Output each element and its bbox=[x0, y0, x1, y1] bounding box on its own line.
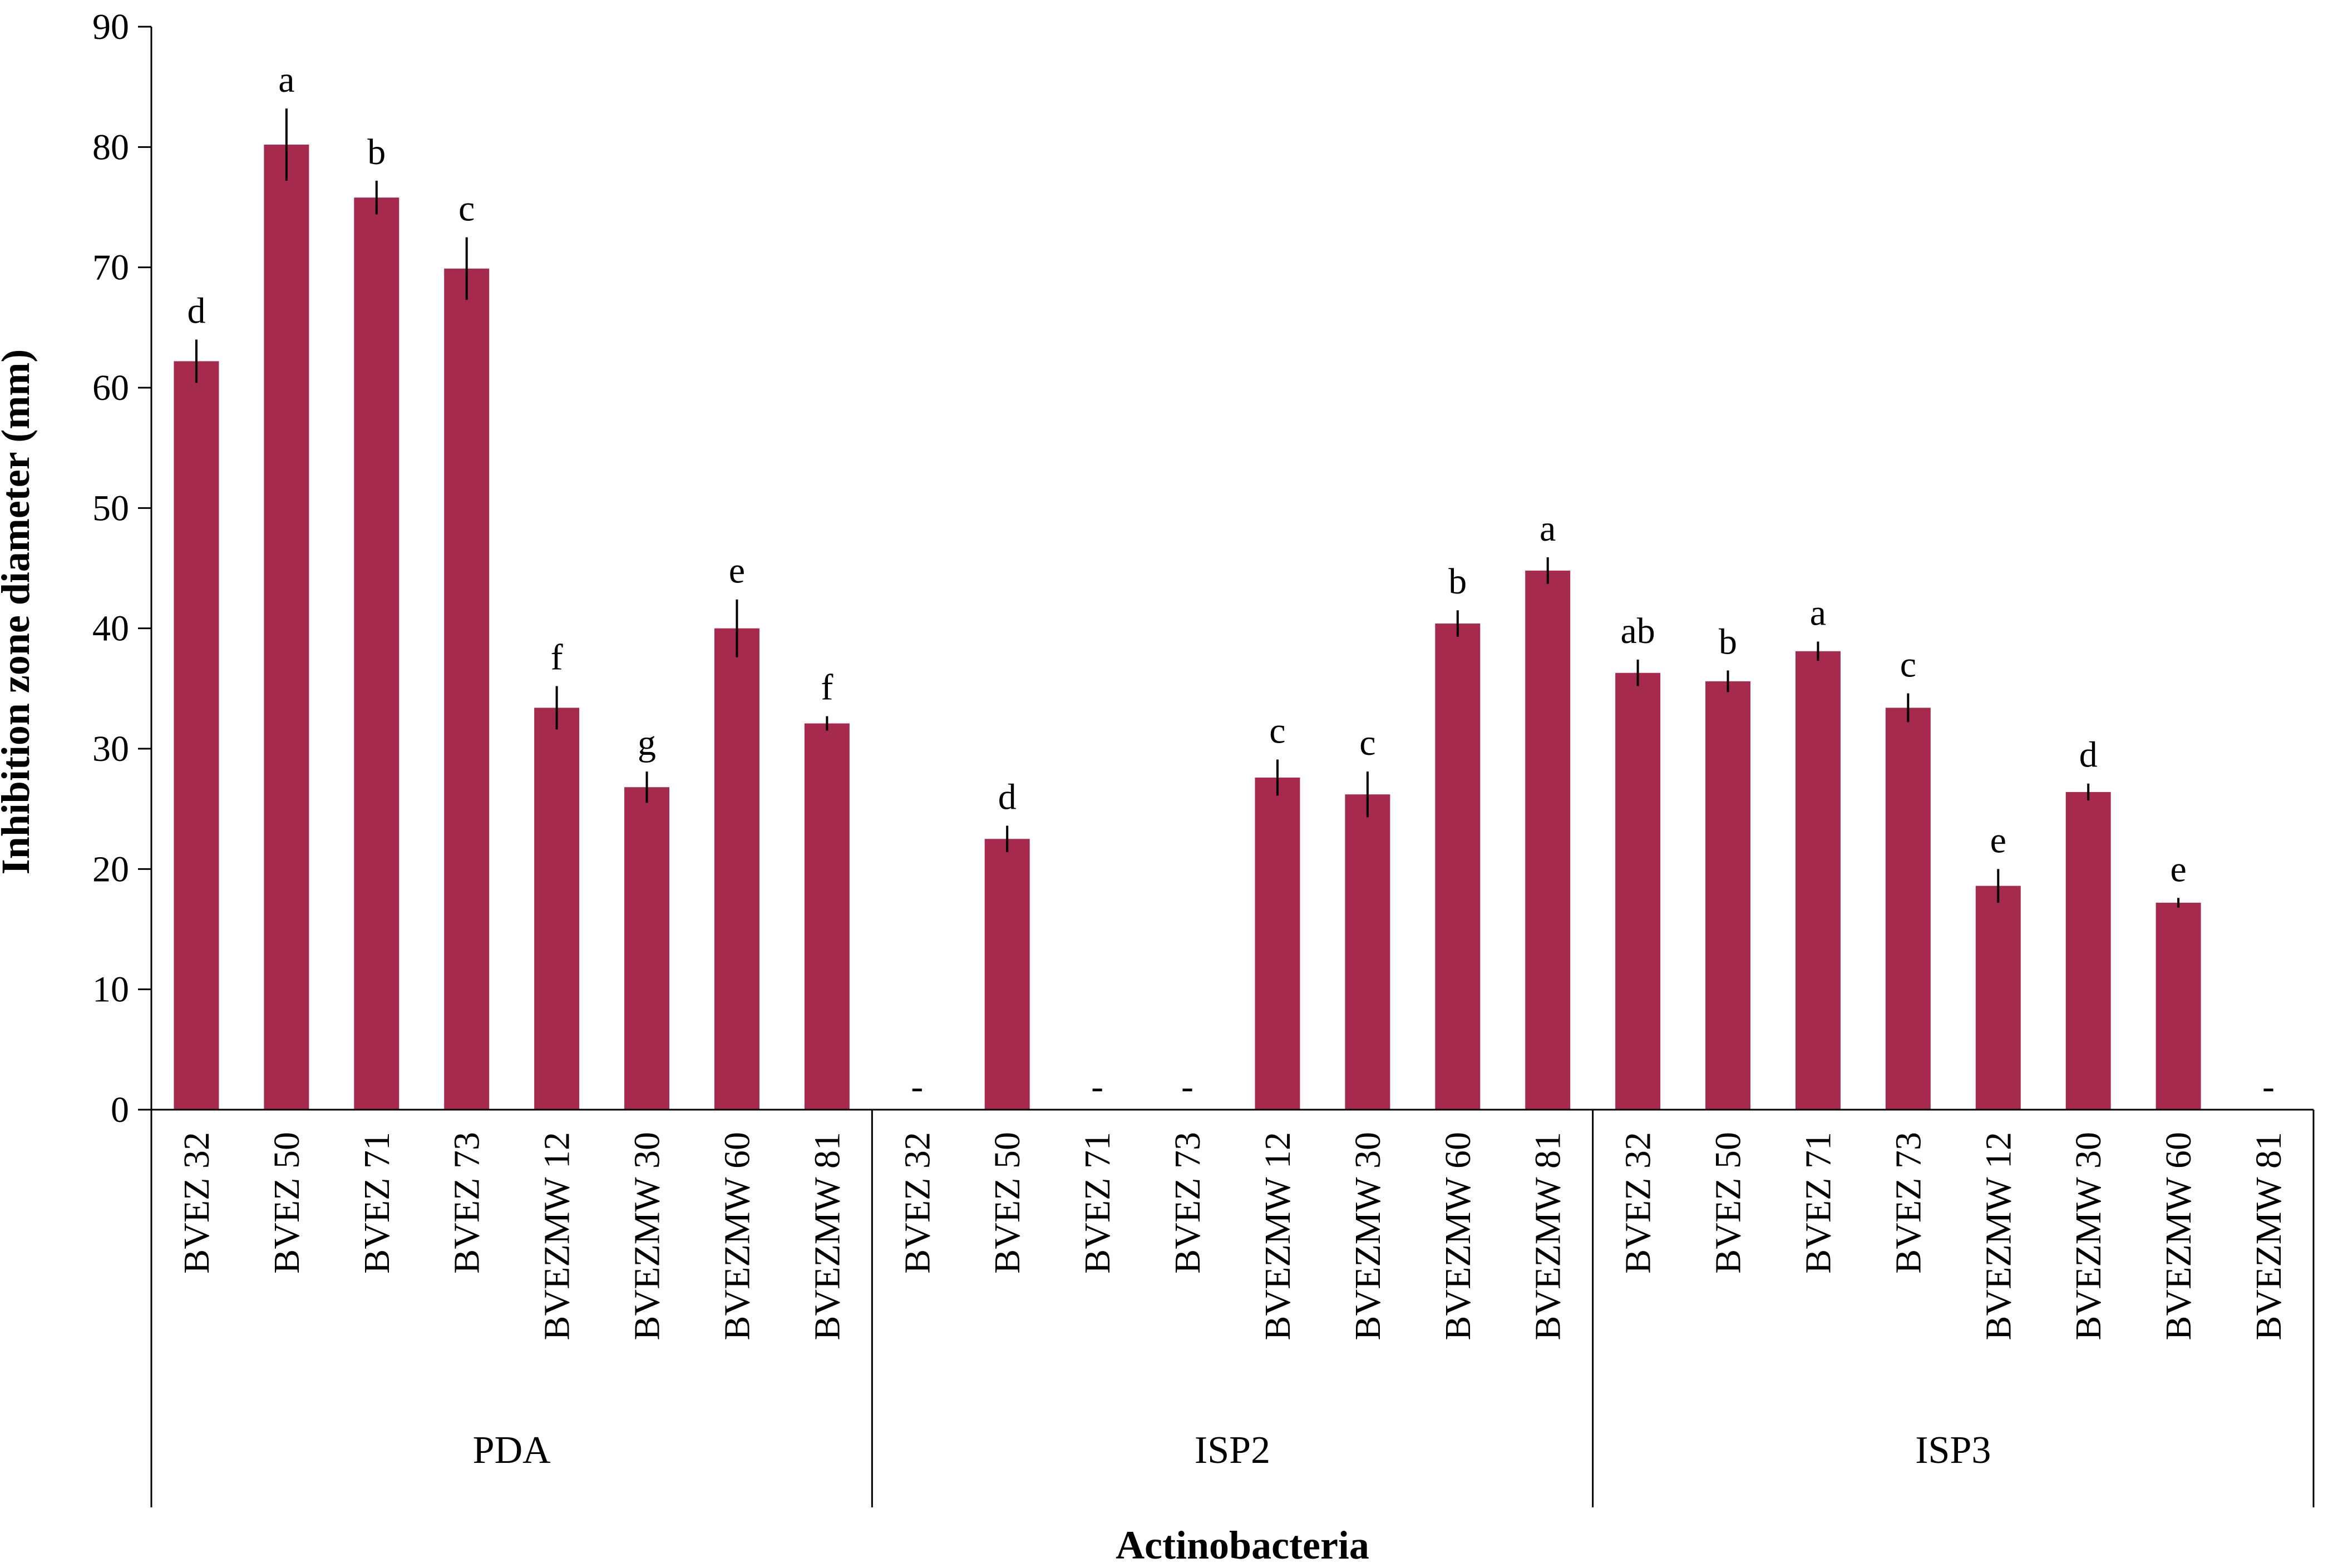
y-tick-label: 70 bbox=[92, 248, 129, 288]
significance-label: c bbox=[1269, 710, 1285, 751]
significance-label: a bbox=[278, 60, 294, 100]
y-tick-label: 80 bbox=[92, 127, 129, 167]
group-label: ISP3 bbox=[1915, 1429, 1991, 1472]
x-tick-label: BVEZ 73 bbox=[447, 1132, 487, 1274]
x-axis: BVEZ 32 BVEZ 50 BVEZ 71 BVEZ 73 BVEZMW 12 BVE… bbox=[150, 1109, 2315, 1507]
bar bbox=[1435, 624, 1481, 1110]
y-tick-label: 40 bbox=[92, 609, 129, 649]
x-axis-title: Actinobacteria bbox=[1116, 1523, 1369, 1567]
bar bbox=[1885, 708, 1931, 1110]
significance-label: f bbox=[551, 637, 563, 678]
y-axis: 0 10 20 30 40 50 60 70 80 90 bbox=[92, 7, 152, 1130]
bar bbox=[174, 361, 219, 1110]
y-tick-label: 50 bbox=[92, 488, 129, 528]
bar bbox=[264, 145, 309, 1110]
significance-label: c bbox=[1900, 644, 1916, 685]
group-label: PDA bbox=[473, 1429, 551, 1472]
significance-label: d bbox=[2079, 735, 2098, 775]
x-tick-label: BVEZMW 12 bbox=[1978, 1132, 2019, 1341]
x-tick-label: BVEZ 32 bbox=[1618, 1132, 1659, 1274]
bar bbox=[1975, 886, 2021, 1110]
bar bbox=[1345, 794, 1390, 1110]
significance-label: b bbox=[367, 132, 386, 172]
significance-label: a bbox=[1540, 508, 1556, 549]
x-tick-label: BVEZ 32 bbox=[176, 1132, 217, 1274]
bar bbox=[1525, 570, 1571, 1110]
significance-label: e bbox=[1990, 820, 2006, 860]
bar bbox=[534, 708, 580, 1110]
missing-value-marker: - bbox=[911, 1066, 923, 1107]
bar bbox=[1255, 777, 1300, 1110]
x-tick-label: BVEZMW 60 bbox=[1438, 1132, 1478, 1341]
x-tick-label: BVEZ 32 bbox=[897, 1132, 938, 1274]
x-tick-label: BVEZ 71 bbox=[1077, 1132, 1118, 1274]
x-tick-label: BVEZ 71 bbox=[1798, 1132, 1838, 1274]
x-tick-label: BVEZMW 81 bbox=[1528, 1132, 1568, 1341]
missing-value-marker: - bbox=[1181, 1066, 1193, 1107]
x-tick-label: BVEZ 73 bbox=[1888, 1132, 1928, 1274]
significance-label: c bbox=[1359, 723, 1375, 763]
y-tick-label: 20 bbox=[92, 849, 129, 889]
significance-label: e bbox=[2170, 849, 2186, 889]
x-tick-label: BVEZ 73 bbox=[1167, 1132, 1208, 1274]
y-tick-label: 60 bbox=[92, 368, 129, 408]
bar bbox=[2155, 902, 2201, 1110]
x-tick-label: BVEZMW 81 bbox=[807, 1132, 847, 1341]
significance-label: a bbox=[1810, 592, 1826, 633]
x-tick-label: BVEZMW 60 bbox=[2158, 1132, 2199, 1341]
x-tick-label: BVEZMW 12 bbox=[537, 1132, 578, 1341]
bar bbox=[2065, 792, 2111, 1110]
y-tick-label: 10 bbox=[92, 970, 129, 1010]
x-tick-label: BVEZMW 60 bbox=[717, 1132, 757, 1341]
bar bbox=[804, 723, 850, 1110]
x-tick-label: BVEZ 50 bbox=[1708, 1132, 1749, 1274]
significance-label: c bbox=[458, 189, 475, 229]
group-label: ISP2 bbox=[1195, 1429, 1270, 1472]
y-tick-label: 90 bbox=[92, 7, 129, 47]
bar bbox=[1705, 681, 1751, 1110]
x-tick-label: BVEZMW 30 bbox=[2068, 1132, 2109, 1341]
significance-label: d bbox=[998, 776, 1017, 817]
significance-label: e bbox=[729, 551, 745, 591]
x-tick-label: BVEZ 71 bbox=[357, 1132, 397, 1274]
x-tick-label: BVEZMW 30 bbox=[1348, 1132, 1388, 1341]
y-tick-label: 0 bbox=[111, 1090, 129, 1130]
x-tick-label: BVEZMW 81 bbox=[2248, 1132, 2289, 1341]
x-tick-label: BVEZMW 12 bbox=[1257, 1132, 1298, 1341]
missing-value-marker: - bbox=[2262, 1066, 2275, 1107]
significance-label: b bbox=[1719, 621, 1737, 662]
bar bbox=[984, 839, 1030, 1110]
y-axis-title: Inhibition zone diameter (mm) bbox=[0, 349, 38, 875]
bar bbox=[624, 787, 670, 1110]
significance-label: b bbox=[1448, 561, 1467, 602]
bar bbox=[714, 628, 759, 1110]
x-tick-label: BVEZ 50 bbox=[987, 1132, 1028, 1274]
bar bbox=[444, 268, 490, 1110]
significance-label: d bbox=[187, 290, 205, 331]
bar bbox=[1795, 651, 1841, 1110]
bar bbox=[354, 197, 399, 1110]
bar bbox=[1615, 672, 1661, 1110]
significance-label: ab bbox=[1620, 611, 1655, 651]
missing-value-marker: - bbox=[1091, 1066, 1103, 1107]
significance-label: f bbox=[821, 667, 833, 708]
y-tick-label: 30 bbox=[92, 729, 129, 769]
x-tick-label: BVEZ 50 bbox=[267, 1132, 307, 1274]
x-tick-label: BVEZMW 30 bbox=[627, 1132, 668, 1341]
significance-label: g bbox=[638, 723, 656, 763]
